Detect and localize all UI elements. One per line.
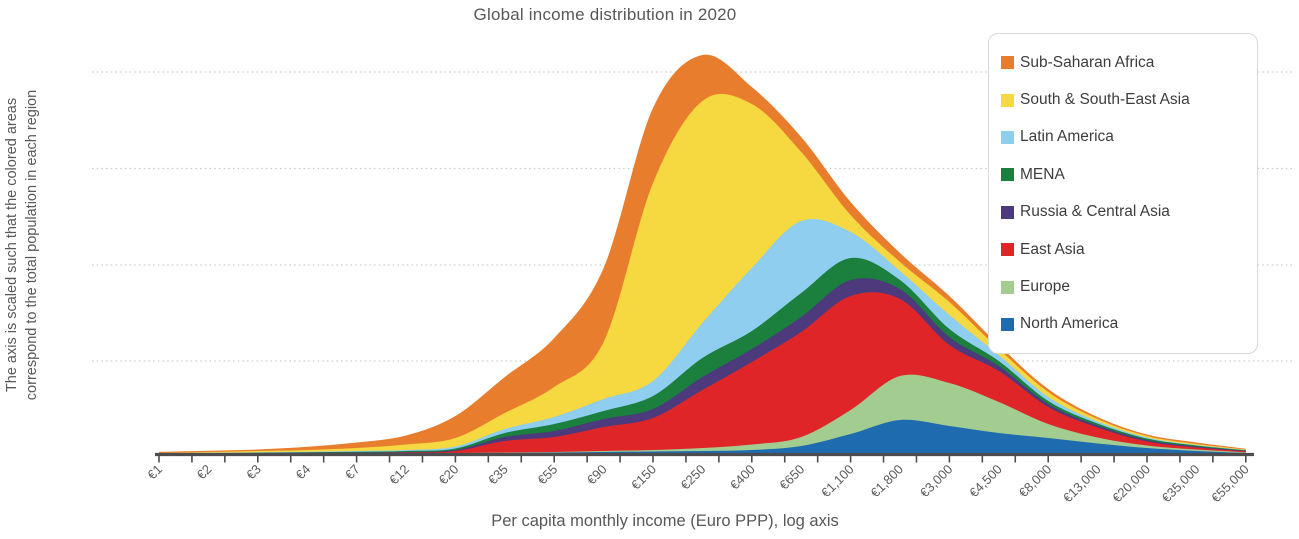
- x-tick-label: €13,000: [1060, 462, 1104, 506]
- chart-legend: Sub-Saharan Africa South & South-East As…: [988, 33, 1258, 355]
- legend-swatch-icon: [1001, 93, 1014, 107]
- x-tick-label: €650: [776, 462, 807, 493]
- legend-item: Russia & Central Asia: [1001, 194, 1243, 231]
- x-tick-label: €35,000: [1159, 462, 1203, 506]
- x-tick-label: €150: [628, 462, 659, 493]
- legend-swatch-icon: [1001, 205, 1014, 219]
- x-tick-label: €3: [243, 462, 264, 483]
- x-tick-label: €1,100: [818, 462, 857, 501]
- x-tick-label: €35: [485, 462, 511, 488]
- x-axis-title: Per capita monthly income (Euro PPP), lo…: [491, 512, 839, 530]
- legend-label: Russia & Central Asia: [1020, 203, 1170, 221]
- legend-label: North America: [1020, 315, 1119, 333]
- legend-label: Sub-Saharan Africa: [1020, 53, 1155, 71]
- legend-swatch-icon: [1001, 280, 1014, 294]
- x-tick-label: €20,000: [1109, 462, 1153, 506]
- y-axis-annotation: The axis is scaled such that the colored…: [2, 4, 46, 486]
- x-tick-label: €400: [727, 462, 758, 493]
- x-tick-label: €55: [534, 462, 560, 488]
- legend-swatch-icon: [1001, 168, 1014, 182]
- x-tick-label: €90: [584, 462, 610, 488]
- legend-item: North America: [1001, 306, 1243, 343]
- x-tick-label: €2: [194, 462, 215, 483]
- legend-swatch-icon: [1001, 130, 1014, 144]
- x-tick-label: €55,000: [1208, 462, 1252, 506]
- legend-item: Sub-Saharan Africa: [1001, 44, 1243, 81]
- legend-swatch-icon: [1001, 317, 1014, 331]
- x-tick-label: €7: [342, 462, 363, 483]
- x-tick-label: €1: [144, 462, 165, 483]
- x-tick-label: €20: [436, 462, 462, 488]
- legend-swatch-icon: [1001, 56, 1014, 70]
- legend-item: South & South-East Asia: [1001, 81, 1243, 118]
- chart-title: Global income distribution in 2020: [473, 5, 737, 24]
- legend-swatch-icon: [1001, 243, 1014, 257]
- x-tick-label: €4: [292, 462, 313, 483]
- y-axis-annotation-line2: correspond to the total population in ea…: [24, 89, 40, 401]
- x-tick-label: €3,000: [917, 462, 956, 501]
- x-tick-label: €8,000: [1016, 462, 1055, 501]
- x-tick-label: €250: [677, 462, 708, 493]
- x-tick-label: €12: [386, 462, 412, 488]
- legend-label: Europe: [1020, 278, 1070, 296]
- legend-item: MENA: [1001, 156, 1243, 193]
- y-axis-annotation-line1: The axis is scaled such that the colored…: [4, 97, 20, 393]
- legend-item: East Asia: [1001, 231, 1243, 268]
- x-tick-label: €1,800: [867, 462, 906, 501]
- x-tick-label: €4,500: [966, 462, 1005, 501]
- legend-label: South & South-East Asia: [1020, 91, 1190, 109]
- legend-label: East Asia: [1020, 240, 1085, 258]
- legend-item: Latin America: [1001, 119, 1243, 156]
- legend-item: Europe: [1001, 268, 1243, 305]
- area-north-america: [159, 419, 1246, 455]
- legend-label: Latin America: [1020, 128, 1114, 146]
- legend-label: MENA: [1020, 165, 1065, 183]
